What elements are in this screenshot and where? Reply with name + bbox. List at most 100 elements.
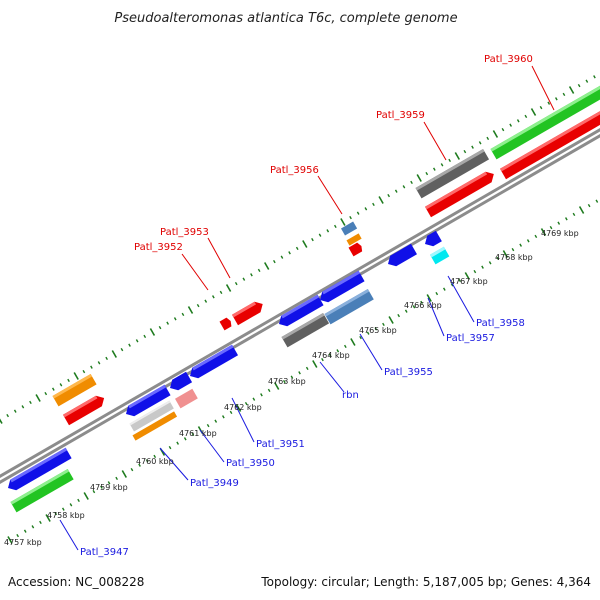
gene-red-upper-4[interactable] xyxy=(500,106,600,180)
gene-blue-lower-6[interactable] xyxy=(317,270,365,305)
minor-tick xyxy=(343,344,347,349)
gene-label-patl-3949[interactable]: Patl_3949 xyxy=(190,478,239,489)
minor-tick xyxy=(120,347,124,352)
kbp-label-4764: 4764 kbp xyxy=(312,351,350,360)
minor-tick xyxy=(267,388,271,393)
minor-tick xyxy=(51,387,55,391)
minor-tick xyxy=(191,432,195,437)
gene-green-upper[interactable] xyxy=(490,83,600,160)
kbp-label-4762: 4762 kbp xyxy=(224,403,262,412)
gene-grey-upper[interactable] xyxy=(415,148,490,199)
gene-lightgrey-lower[interactable] xyxy=(129,400,174,432)
minor-tick xyxy=(234,281,238,286)
major-tick xyxy=(187,306,194,314)
gene-label-patl-3960[interactable]: Patl_3960 xyxy=(484,54,533,65)
gene-blue-lower-4[interactable] xyxy=(187,344,239,381)
gene-blue-lower-1[interactable] xyxy=(5,447,72,493)
minor-tick xyxy=(257,268,261,273)
kbp-label-4761: 4761 kbp xyxy=(179,429,217,438)
minor-tick xyxy=(496,256,500,261)
major-tick xyxy=(426,294,432,302)
major-tick xyxy=(35,394,41,402)
gene-label-patl-3947[interactable]: Patl_3947 xyxy=(80,547,129,558)
gene-red-tiny[interactable] xyxy=(348,242,364,257)
major-tick xyxy=(540,228,547,236)
gene-pink-lower[interactable] xyxy=(175,388,198,409)
major-tick xyxy=(502,250,509,258)
minor-tick xyxy=(196,303,200,308)
gene-grey-lower[interactable] xyxy=(281,312,330,348)
minor-tick xyxy=(511,247,515,252)
gene-red-upper-2[interactable] xyxy=(232,299,266,326)
minor-tick xyxy=(486,136,490,141)
gene-orange-upper[interactable] xyxy=(52,373,97,407)
gene-label-patl-3951[interactable]: Patl_3951 xyxy=(256,439,305,450)
minor-tick xyxy=(333,224,337,229)
minor-tick xyxy=(244,401,248,406)
gene-label-patl-3959[interactable]: Patl_3959 xyxy=(376,110,425,121)
minor-tick xyxy=(166,321,170,325)
minor-tick xyxy=(143,334,147,339)
gene-features xyxy=(5,83,600,513)
major-tick xyxy=(7,536,13,544)
gene-label-patl-3953[interactable]: Patl_3953 xyxy=(160,227,209,238)
minor-tick xyxy=(478,141,482,145)
major-tick xyxy=(492,130,499,138)
minor-tick xyxy=(450,283,454,287)
minor-tick xyxy=(458,278,462,283)
minor-tick xyxy=(13,409,17,413)
kbp-label-4767: 4767 kbp xyxy=(450,277,488,286)
minor-tick xyxy=(97,361,101,365)
minor-tick xyxy=(242,277,246,281)
minor-tick xyxy=(519,243,523,247)
minor-tick xyxy=(526,239,530,243)
minor-tick xyxy=(44,391,48,396)
gene-red-upper-3[interactable] xyxy=(425,169,497,218)
gene-label-patl-3957[interactable]: Patl_3957 xyxy=(446,333,495,344)
minor-tick xyxy=(356,211,360,215)
minor-tick xyxy=(564,217,568,221)
minor-tick xyxy=(107,481,111,485)
gene-blue-lower-3[interactable] xyxy=(167,371,193,393)
minor-tick xyxy=(272,259,276,264)
kbp-label-4763: 4763 kbp xyxy=(268,377,306,386)
major-tick xyxy=(416,174,422,182)
gene-blue-lower-7[interactable] xyxy=(385,243,417,269)
gene-cyan-lower[interactable] xyxy=(430,246,450,265)
minor-tick xyxy=(374,327,378,331)
label-leaders xyxy=(59,65,555,551)
gene-steelblue-small[interactable] xyxy=(341,221,358,236)
minor-tick xyxy=(54,511,58,516)
gene-red-small[interactable] xyxy=(219,317,234,331)
lower-tick-track xyxy=(7,199,599,544)
gene-blue-lower-2[interactable] xyxy=(123,384,171,419)
minor-tick xyxy=(130,467,134,472)
gene-label-patl-3952[interactable]: Patl_3952 xyxy=(134,242,183,253)
gene-label-patl-3956[interactable]: Patl_3956 xyxy=(270,165,319,176)
minor-tick xyxy=(488,261,492,265)
major-tick xyxy=(454,152,460,160)
minor-tick xyxy=(336,349,340,353)
gene-orange-small[interactable] xyxy=(346,233,362,246)
gene-blue-lower-8[interactable] xyxy=(422,230,442,249)
major-tick xyxy=(0,418,3,424)
minor-tick xyxy=(577,83,581,88)
gene-label-rbn[interactable]: rbn xyxy=(342,390,359,401)
gene-blue-lower-5[interactable] xyxy=(276,294,324,329)
minor-tick xyxy=(23,529,27,533)
kbp-label-4766: 4766 kbp xyxy=(404,301,442,310)
gene-label-patl-3955[interactable]: Patl_3955 xyxy=(384,367,433,378)
gene-green-lower[interactable] xyxy=(10,468,74,513)
minor-tick xyxy=(585,79,589,83)
major-tick xyxy=(83,492,89,500)
gene-steelblue-lower[interactable] xyxy=(324,288,374,325)
gene-red-upper-1[interactable] xyxy=(63,393,107,426)
minor-tick xyxy=(6,413,10,418)
gene-label-patl-3950[interactable]: Patl_3950 xyxy=(226,458,275,469)
gene-orange-lower[interactable] xyxy=(132,411,178,441)
gene-label-patl-3958[interactable]: Patl_3958 xyxy=(476,318,525,329)
minor-tick xyxy=(557,221,561,225)
minor-tick xyxy=(82,369,86,374)
minor-tick xyxy=(176,441,180,445)
